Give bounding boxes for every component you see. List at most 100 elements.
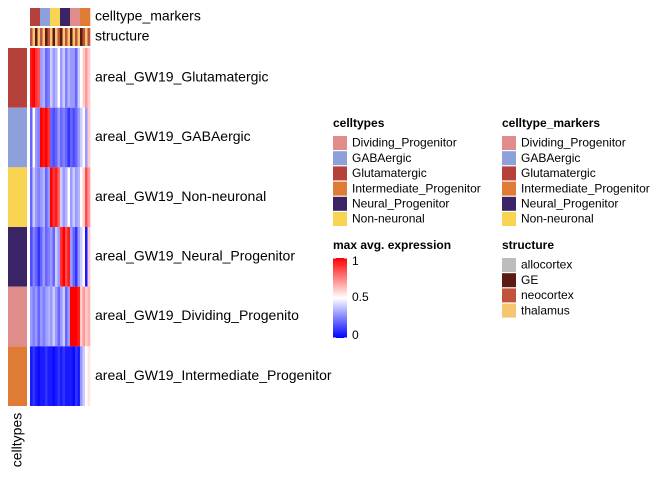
heatmap-cell bbox=[35, 107, 38, 168]
legend-swatch bbox=[502, 166, 516, 181]
column-annotation-cell bbox=[85, 8, 88, 26]
column-annotation-cell bbox=[50, 8, 53, 26]
scale-tick-label: 1 bbox=[352, 254, 359, 268]
column-annotation-cell bbox=[65, 8, 68, 26]
column-annotation-cell bbox=[75, 8, 78, 26]
column-annotation-cell bbox=[87, 8, 91, 26]
heatmap-cell bbox=[82, 346, 86, 406]
heatmap-cell bbox=[85, 48, 88, 108]
heatmap-cell bbox=[57, 346, 61, 406]
column-annotation-cell bbox=[80, 28, 83, 46]
heatmap-cell bbox=[35, 167, 38, 227]
heatmap-cell bbox=[55, 346, 58, 406]
heatmap-cell bbox=[55, 107, 58, 168]
legend-label: allocortex bbox=[521, 258, 572, 272]
heatmap-cell bbox=[30, 286, 33, 347]
heatmap-cell bbox=[70, 167, 73, 227]
heatmap-cell bbox=[85, 286, 88, 347]
heatmap-cell bbox=[37, 227, 41, 287]
heatmap-cell bbox=[77, 107, 81, 168]
heatmap-cell bbox=[85, 107, 88, 168]
heatmap-cell bbox=[60, 107, 63, 168]
heatmap-cell bbox=[47, 167, 51, 227]
heatmap-cell bbox=[80, 48, 83, 108]
heatmap-cell bbox=[35, 346, 38, 406]
heatmap-cell bbox=[87, 346, 91, 406]
heatmap-cell bbox=[37, 167, 41, 227]
heatmap-cell bbox=[45, 48, 48, 108]
heatmap-cell bbox=[62, 107, 66, 168]
row-label: areal_GW19_GABAergic bbox=[95, 128, 251, 144]
column-annotation-cell bbox=[45, 28, 48, 46]
column-annotation-cell bbox=[70, 8, 73, 26]
heatmap-cell bbox=[50, 167, 53, 227]
legend-label: Dividing_Progenitor bbox=[521, 136, 626, 150]
heatmap-cell bbox=[80, 286, 83, 347]
column-annotation-cell bbox=[62, 28, 66, 46]
heatmap-cell bbox=[67, 167, 71, 227]
row-annotation-cell bbox=[8, 48, 27, 108]
heatmap-cell bbox=[52, 227, 56, 287]
heatmap-cell bbox=[32, 346, 36, 406]
column-annotation-cell bbox=[77, 28, 81, 46]
column-annotation-cell bbox=[87, 28, 91, 46]
heatmap-cell bbox=[82, 167, 86, 227]
legend-label: Neural_Progenitor bbox=[352, 196, 449, 210]
column-annotation-cell bbox=[35, 8, 38, 26]
legend-title: structure bbox=[502, 238, 554, 252]
heatmap-cell bbox=[52, 286, 56, 347]
heatmap-cell bbox=[70, 48, 73, 108]
scale-title: max avg. expression bbox=[333, 238, 451, 252]
heatmap-cell bbox=[67, 48, 71, 108]
heatmap-cell bbox=[67, 107, 71, 168]
column-annotation-cell bbox=[75, 28, 78, 46]
column-annotation-cell bbox=[80, 8, 83, 26]
column-annotation-cell bbox=[47, 8, 51, 26]
heatmap-cell bbox=[60, 167, 63, 227]
color-scale bbox=[333, 258, 347, 338]
heatmap-cell bbox=[55, 167, 58, 227]
heatmap-cell bbox=[30, 48, 33, 108]
column-annotation-cell bbox=[85, 28, 88, 46]
heatmap-cell bbox=[72, 167, 76, 227]
heatmap-cell bbox=[40, 107, 43, 168]
row-annotation-name: celltypes bbox=[9, 413, 25, 467]
column-annotation-cell bbox=[30, 28, 33, 46]
legend-label: Intermediate_Progenitor bbox=[521, 181, 650, 195]
heatmap-cell bbox=[52, 167, 56, 227]
heatmap-cell bbox=[37, 346, 41, 406]
heatmap-cell bbox=[32, 227, 36, 287]
heatmap-cell bbox=[40, 48, 43, 108]
column-annotation-cell bbox=[50, 28, 53, 46]
heatmap-cell bbox=[82, 227, 86, 287]
legend-swatch bbox=[502, 136, 516, 150]
heatmap-cell bbox=[60, 346, 63, 406]
heatmap-cell bbox=[50, 107, 53, 168]
row-label: areal_GW19_Intermediate_Progenitor bbox=[95, 367, 332, 383]
heatmap-cell bbox=[72, 107, 76, 168]
heatmap-cell bbox=[47, 227, 51, 287]
heatmap-cell bbox=[62, 48, 66, 108]
legend-label: GABAergic bbox=[352, 151, 411, 165]
heatmap-cell bbox=[65, 48, 68, 108]
heatmap-cell bbox=[65, 346, 68, 406]
heatmap-cell bbox=[80, 107, 83, 168]
heatmap-cell bbox=[30, 107, 33, 168]
row-annotation-cell bbox=[8, 286, 27, 347]
heatmap-cell bbox=[37, 107, 41, 168]
legend-swatch bbox=[333, 196, 347, 211]
heatmap-cell bbox=[70, 286, 73, 347]
column-annotation-name: celltype_markers bbox=[95, 8, 201, 24]
heatmap-cell bbox=[50, 286, 53, 347]
column-annotation-cell bbox=[47, 28, 51, 46]
column-annotation-cell bbox=[65, 28, 68, 46]
heatmap-cell bbox=[50, 48, 53, 108]
heatmap-cell bbox=[62, 286, 66, 347]
legend-label: Glutamatergic bbox=[352, 166, 427, 180]
heatmap-cell bbox=[50, 227, 53, 287]
column-annotation-cell bbox=[42, 28, 46, 46]
heatmap-cell bbox=[35, 227, 38, 287]
column-annotation-cell bbox=[67, 8, 71, 26]
heatmap-cell bbox=[40, 227, 43, 287]
